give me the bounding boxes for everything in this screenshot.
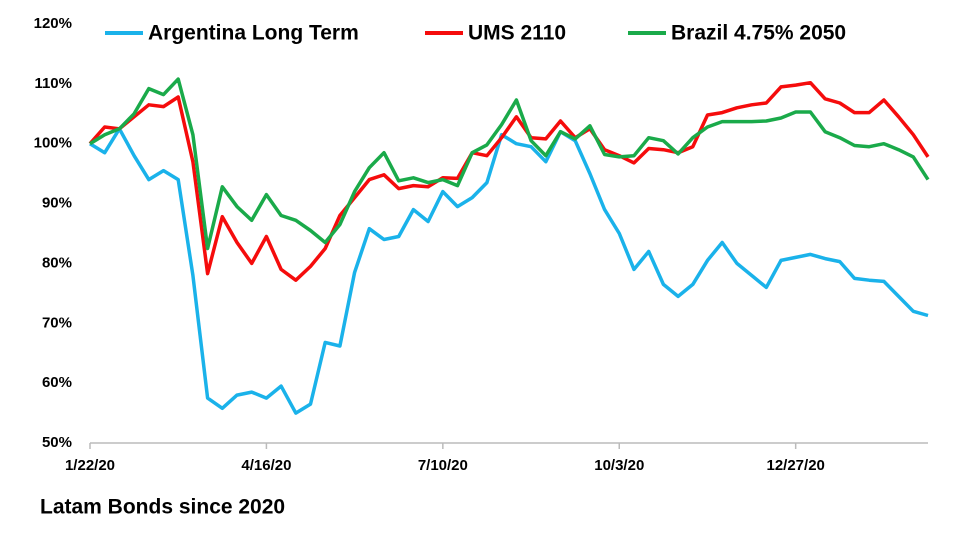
y-tick-label: 110%: [34, 75, 72, 92]
series-line: [89, 77, 930, 251]
x-tick-label: 7/10/20: [418, 457, 468, 474]
x-tick-label: 1/22/20: [65, 457, 115, 474]
x-tick-label: 4/16/20: [241, 457, 291, 474]
y-tick-label: 70%: [42, 314, 72, 331]
y-tick-label: 80%: [42, 254, 72, 271]
y-tick-label: 120%: [34, 15, 72, 32]
x-tick-label: 10/3/20: [594, 457, 644, 474]
chart-title: Latam Bonds since 2020: [40, 496, 285, 519]
y-tick-label: 100%: [34, 135, 72, 152]
series-line: [88, 80, 930, 282]
y-tick-label: 90%: [42, 195, 72, 212]
y-tick-label: 50%: [42, 434, 72, 451]
legend-label: Brazil 4.75% 2050: [671, 22, 846, 45]
series-line: [89, 127, 929, 415]
legend-label: UMS 2110: [468, 22, 566, 45]
x-tick-label: 12/27/20: [766, 457, 824, 474]
legend-label: Argentina Long Term: [148, 22, 359, 45]
y-tick-label: 60%: [42, 374, 72, 391]
